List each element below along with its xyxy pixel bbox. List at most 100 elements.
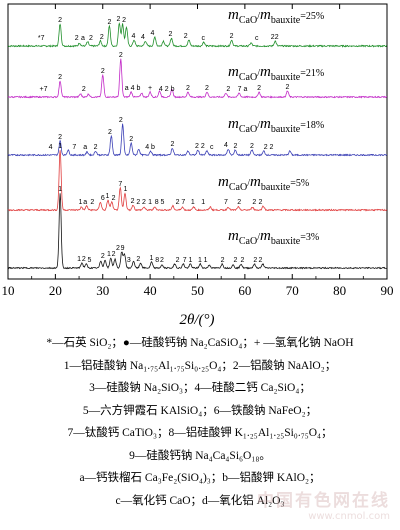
peak-label: 2 <box>233 143 237 150</box>
legend-line: a—钙铁榴石 Ca₃Fe₂(SiO₄)₃；b—铝酸钾 KAlO₂； <box>79 472 321 484</box>
series-label-part: m <box>260 116 271 132</box>
series-label-part: m <box>260 228 271 244</box>
legend-line: 1—铝硅酸钠 Na₁.₇₅Al₁.₇₅Si₀.₂₅O₄；2—铝酸钠 NaAlO₂… <box>63 359 337 372</box>
x-axis-ticks: 10 20 30 40 50 60 70 80 90 <box>2 4 394 298</box>
peak-label: 2 <box>176 199 180 206</box>
peak-label: 2 <box>58 134 62 141</box>
series-label-part: bauxite <box>271 236 301 247</box>
peak-label: 2 <box>101 68 105 75</box>
peak-label: 1 <box>77 256 81 263</box>
series-label: mCaO/mbauxite=5% <box>218 174 309 193</box>
peak-label: 2 <box>108 129 112 136</box>
watermark: 中国有色网在线 www.cnmol.com <box>257 486 390 522</box>
peak-label: 2 <box>90 199 94 206</box>
series-label-part: m <box>260 7 271 23</box>
x-tick-label: 90 <box>381 283 394 298</box>
peak-label: c <box>255 35 259 42</box>
peak-label: 2 <box>101 253 105 260</box>
peak-label: 1 <box>198 257 202 264</box>
series-layer <box>7 22 388 270</box>
series-label-part: m <box>228 116 239 132</box>
peak-label: 2 <box>75 35 79 42</box>
series-label-part: CaO <box>239 72 257 83</box>
peak-label: 4 <box>141 34 145 41</box>
peak-label: 4 2 b <box>159 86 175 93</box>
series-label-part: / <box>247 178 250 189</box>
peak-label: 2 <box>259 199 263 206</box>
peak-label: 1 <box>107 251 111 258</box>
peak-label: 2 <box>100 34 104 41</box>
xrd-pattern-line <box>7 193 388 270</box>
peak-label: 2 <box>186 85 190 92</box>
peak-label: 5 <box>88 257 92 264</box>
peak-label: 2 <box>112 195 116 202</box>
peak-label: 7 <box>224 199 228 206</box>
peak-label: 4 <box>132 33 136 40</box>
legend-line: 9—硅酸钙钠 Na₄Ca₄Si₆O₁₈。 <box>129 449 271 462</box>
phase-legend: *—石英 SiO₂；●—硅酸钙钠 Na₂CaSiO₄；+ —氢氧化钠 NaOH … <box>8 332 392 512</box>
x-tick-label: 60 <box>238 283 251 298</box>
peak-label: 2 <box>131 198 135 205</box>
peak-label: 2 <box>119 117 123 124</box>
peak-label: 4 b <box>145 144 155 151</box>
peak-label: 1 <box>150 255 154 262</box>
series-labels: mCaO/mbauxite=25%mCaO/mbauxite=21%mCaO/m… <box>218 7 324 247</box>
peak-label: 6 <box>101 195 105 202</box>
peak-label: c <box>210 144 214 151</box>
series-label-part: bauxite <box>271 124 301 135</box>
x-tick-label: 80 <box>333 283 346 298</box>
series-label-part: / <box>257 11 260 22</box>
peak-label: 2 <box>205 85 209 92</box>
watermark-url: www.cnmol.com <box>308 511 390 522</box>
series-label-part: m <box>250 174 261 190</box>
xrd-pattern-line <box>7 22 388 48</box>
peak-label: 2 <box>250 143 254 150</box>
peak-label: 2 <box>136 199 140 206</box>
peak-label: 2 <box>119 52 123 59</box>
series-label-part: bauxite <box>271 15 301 26</box>
peak-label: 2 <box>142 199 146 206</box>
series-label-part: bauxite <box>261 182 291 193</box>
peak-label: 7 <box>118 181 122 188</box>
peak-label: 2 <box>252 199 256 206</box>
peak-label: 7 <box>181 199 185 206</box>
peak-label: 1 <box>124 186 128 193</box>
series-label-part: bauxite <box>271 72 301 83</box>
series-label-part: m <box>218 174 229 190</box>
peak-label: a <box>83 144 87 151</box>
peak-label: 2 <box>176 257 180 264</box>
peak-label: 2 <box>241 257 245 264</box>
peak-label: 7 <box>183 257 187 264</box>
peak-label: 2 <box>257 85 261 92</box>
peak-label: 2 <box>107 19 111 26</box>
peak-label: 22 <box>271 34 279 41</box>
peak-label: 2 <box>116 16 120 23</box>
peak-label: 2 <box>233 257 237 264</box>
legend-line: 3—硅酸钠 Na₂SiO₃；4—硅酸二钙 Ca₂SiO₄； <box>89 382 311 394</box>
peak-label: 2 <box>169 31 173 38</box>
peak-label: 2 <box>230 33 234 40</box>
peak-label: 2 <box>58 74 62 81</box>
x-axis-title: 2θ/(°) <box>179 312 214 328</box>
series-label-part: CaO <box>239 124 257 135</box>
series-label-part: m <box>228 228 239 244</box>
peak-label: c <box>201 35 205 42</box>
peak-label: 2 <box>226 86 230 93</box>
series-label: mCaO/mbauxite=3% <box>228 228 319 247</box>
series-label-part: =21% <box>300 68 324 79</box>
peak-label: 1 <box>201 199 205 206</box>
peak-label: 2 <box>82 86 86 93</box>
series-label-part: / <box>257 232 260 243</box>
peak-label: 1 <box>188 257 192 264</box>
x-tick-label: 10 <box>2 283 15 298</box>
series-label-part: CaO <box>239 15 257 26</box>
peak-label: 2 <box>82 256 86 263</box>
series-label-part: / <box>257 68 260 79</box>
peak-label: 2 <box>253 257 257 264</box>
peak-label: 2 <box>112 251 116 258</box>
peak-label: 2 <box>58 17 62 24</box>
peak-label: 1 <box>58 143 62 150</box>
peak-label: 2 <box>237 199 241 206</box>
peak-label: 2 <box>160 257 164 264</box>
xrd-pattern-line <box>7 150 388 212</box>
